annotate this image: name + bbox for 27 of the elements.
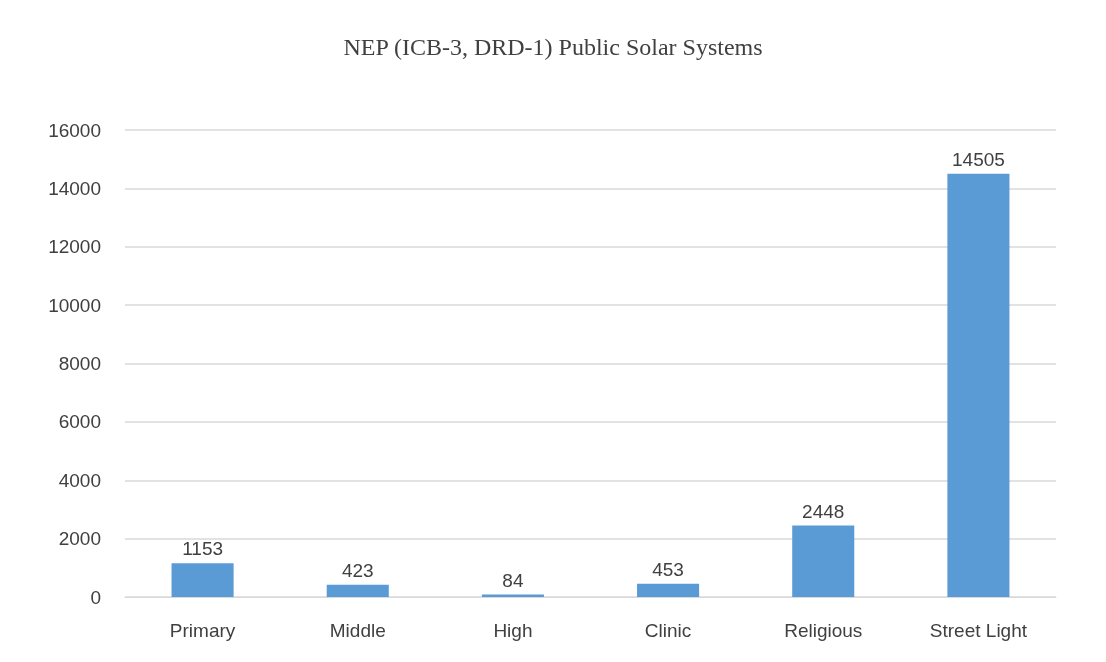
y-tick-label: 8000 xyxy=(58,353,101,374)
y-tick-label: 4000 xyxy=(58,469,101,491)
y-tick-label: 6000 xyxy=(58,411,101,433)
data-label: 453 xyxy=(652,558,684,580)
y-tick-label: 10000 xyxy=(48,294,101,316)
x-tick-label: Clinic xyxy=(644,620,692,641)
data-label: 1153 xyxy=(182,538,224,560)
bar xyxy=(326,584,389,597)
y-tick-label: 12000 xyxy=(48,236,101,258)
y-tick-label: 14000 xyxy=(48,177,101,199)
data-label: 423 xyxy=(341,559,374,581)
data-label: 2448 xyxy=(802,500,845,522)
x-tick-label: Religious xyxy=(784,620,863,641)
chart-title: NEP (ICB-3, DRD-1) Public Solar Systems xyxy=(343,34,763,60)
x-tick-label: Street Light xyxy=(929,620,1028,641)
bar xyxy=(947,173,1010,597)
data-label: 84 xyxy=(502,569,524,591)
x-tick-label: Primary xyxy=(169,620,236,641)
bar xyxy=(792,525,855,597)
y-tick-label: 2000 xyxy=(58,528,101,550)
bar xyxy=(171,563,234,597)
x-tick-label: High xyxy=(493,620,533,641)
x-tick-label: Middle xyxy=(329,620,386,641)
data-label: 14505 xyxy=(951,148,1005,170)
y-tick-label: 0 xyxy=(90,586,101,608)
bar xyxy=(637,583,700,597)
y-tick-label: 16000 xyxy=(48,119,101,141)
